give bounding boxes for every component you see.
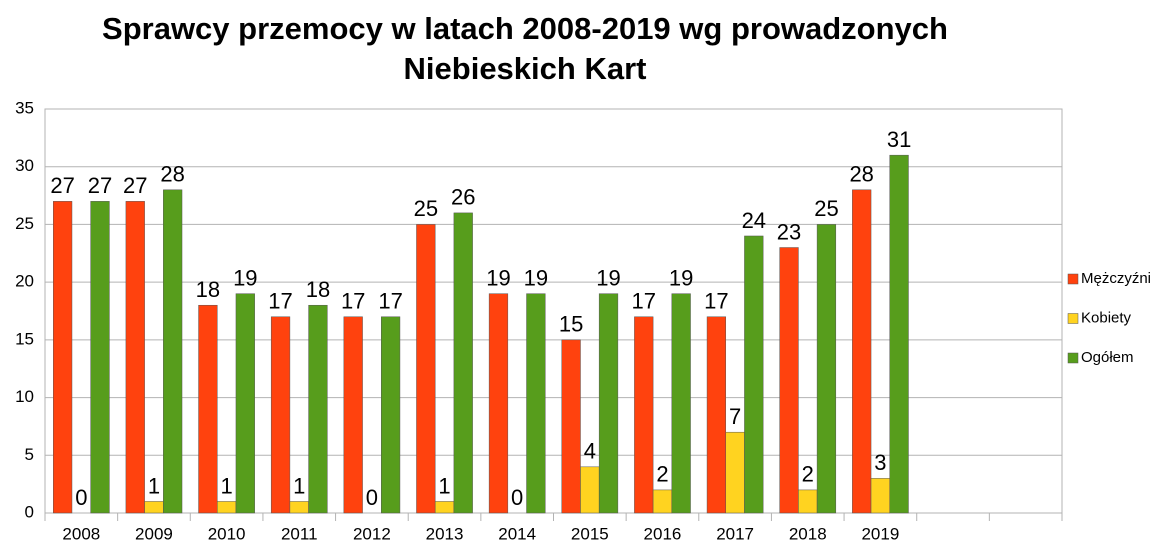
bar	[289, 501, 309, 514]
value-label: 23	[777, 219, 801, 244]
bar	[198, 304, 218, 514]
bar	[706, 316, 727, 514]
legend-swatch	[1067, 273, 1079, 285]
bar	[725, 431, 745, 514]
x-tick-label: 2008	[62, 524, 100, 543]
value-label: 3	[874, 450, 886, 475]
value-label: 19	[669, 265, 693, 290]
value-label: 7	[729, 404, 741, 429]
bar	[526, 293, 546, 514]
bar	[453, 212, 473, 514]
y-tick-label: 30	[15, 156, 34, 175]
legend-swatch	[1067, 313, 1079, 324]
legend-label: Ogółem	[1081, 349, 1134, 366]
value-label: 1	[293, 473, 305, 498]
y-tick-label: 35	[15, 98, 34, 117]
bar	[561, 339, 581, 514]
bar	[308, 304, 328, 514]
value-label: 0	[511, 485, 523, 510]
bar	[270, 316, 291, 514]
value-label: 25	[414, 196, 438, 221]
x-tick-label: 2015	[571, 524, 609, 543]
value-label: 18	[196, 277, 220, 302]
bar	[434, 501, 455, 514]
y-tick-label: 20	[15, 272, 34, 291]
value-label: 26	[451, 185, 475, 210]
y-tick-label: 15	[15, 329, 34, 348]
value-label: 17	[378, 289, 402, 314]
bar	[671, 293, 691, 514]
value-label: 15	[559, 312, 583, 337]
bar	[598, 293, 619, 514]
x-tick-label: 2016	[644, 524, 682, 543]
x-tick-label: 2009	[135, 524, 173, 543]
legend-label: Kobiety	[1081, 309, 1132, 326]
bar	[744, 235, 764, 514]
bar	[816, 224, 837, 514]
bar	[235, 293, 255, 514]
y-tick-label: 5	[25, 445, 34, 464]
bar	[798, 489, 818, 514]
bar	[889, 154, 909, 514]
bar	[870, 478, 890, 514]
value-label: 24	[742, 208, 766, 233]
value-label: 27	[123, 173, 147, 198]
value-label: 0	[366, 485, 378, 510]
value-label: 17	[341, 289, 365, 314]
value-label: 0	[75, 485, 87, 510]
value-label: 2	[802, 462, 814, 487]
y-tick-label: 10	[15, 387, 34, 406]
value-label: 19	[233, 265, 257, 290]
value-label: 19	[524, 265, 548, 290]
value-label: 17	[268, 289, 292, 314]
legend-label: Mężczyźni	[1081, 270, 1151, 287]
bar	[125, 201, 145, 514]
value-label: 17	[704, 289, 728, 314]
x-tick-label: 2010	[208, 524, 246, 543]
value-label: 1	[148, 473, 160, 498]
bar	[53, 201, 73, 514]
x-tick-label: 2013	[426, 524, 464, 543]
value-label: 1	[438, 473, 450, 498]
value-label: 19	[486, 265, 510, 290]
bar	[343, 316, 363, 514]
bar	[779, 247, 799, 514]
chart-title: Sprawcy przemocy w latach 2008-2019 wg p…	[102, 11, 948, 46]
bar	[144, 501, 164, 514]
value-label: 31	[887, 127, 911, 152]
value-label: 1	[220, 473, 232, 498]
x-tick-label: 2014	[498, 524, 536, 543]
bar	[380, 316, 401, 514]
bar	[217, 501, 237, 514]
bar	[852, 189, 872, 514]
plot-border	[44, 108, 1063, 514]
value-label: 18	[306, 277, 330, 302]
x-tick-label: 2019	[861, 524, 899, 543]
bar	[163, 189, 183, 514]
value-label: 27	[88, 173, 112, 198]
value-label: 19	[596, 265, 620, 290]
chart-title: Niebieskich Kart	[404, 51, 647, 86]
bar	[580, 466, 600, 514]
legend-swatch	[1067, 352, 1079, 364]
value-label: 28	[849, 162, 873, 187]
x-tick-label: 2012	[353, 524, 391, 543]
value-label: 27	[50, 173, 74, 198]
bar	[652, 489, 673, 514]
y-tick-label: 0	[25, 502, 34, 521]
x-tick-label: 2011	[281, 524, 318, 543]
bar	[416, 224, 436, 514]
value-label: 25	[814, 196, 838, 221]
value-label: 28	[160, 162, 184, 187]
y-tick-label: 25	[15, 214, 34, 233]
x-tick-label: 2017	[716, 524, 754, 543]
bar	[488, 293, 509, 514]
value-label: 2	[656, 462, 668, 487]
value-label: 4	[584, 439, 596, 464]
bar	[634, 316, 654, 514]
x-tick-label: 2018	[789, 524, 827, 543]
value-label: 17	[632, 289, 656, 314]
bar	[90, 201, 110, 514]
